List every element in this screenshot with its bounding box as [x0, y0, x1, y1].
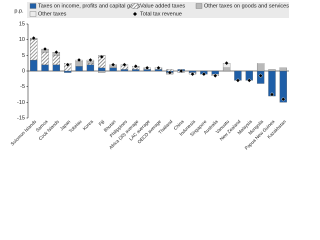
bar-segment [109, 67, 117, 72]
total-marker [133, 64, 139, 69]
legend-label: Total tax revenue [140, 11, 182, 17]
legend-label: Value added taxes [140, 3, 185, 9]
bar-segment [268, 69, 276, 72]
total-marker [110, 62, 116, 68]
total-marker [190, 71, 195, 77]
total-marker [54, 49, 59, 55]
total-marker [42, 46, 48, 52]
total-marker [269, 92, 275, 97]
bar-segment [98, 70, 106, 73]
x-tick-label: Solomon Islands [10, 119, 38, 147]
legend-box [27, 2, 289, 18]
total-marker [156, 65, 161, 71]
bar-segment [256, 64, 265, 72]
total-marker [88, 57, 93, 63]
legend-label: Other taxes on goods and services [204, 3, 289, 9]
y-tick-label: 15 [19, 21, 25, 27]
bar-segment [75, 66, 83, 72]
total-marker [31, 35, 36, 41]
total-marker [122, 62, 127, 68]
y-tick-label: 0 [22, 68, 25, 74]
y-tick-label: 5 [22, 53, 25, 59]
legend-label: Taxes on income, profits and capital gai… [38, 3, 140, 9]
legend-label: Other taxes [38, 11, 67, 17]
total-marker [76, 57, 82, 63]
legend-swatch [195, 3, 203, 9]
bar-segment [64, 70, 72, 73]
total-marker [212, 73, 218, 78]
y-axis-label: p.p. [14, 8, 24, 14]
bar-segment [120, 69, 129, 72]
bar-segment [222, 67, 231, 72]
y-tick-label: -15 [17, 115, 25, 121]
legend-swatch [29, 3, 37, 9]
bar-segment [132, 69, 140, 72]
bar-segment [52, 64, 61, 72]
legend-marker [133, 12, 137, 16]
y-tick-label: 10 [19, 37, 25, 43]
bar-segment [52, 55, 61, 65]
bar-segment [86, 64, 95, 72]
bar-segment [279, 67, 287, 72]
y-tick-label: -10 [17, 100, 25, 106]
total-marker [144, 65, 150, 71]
legend-swatch [131, 3, 139, 9]
x-tick-label: Fiji [98, 119, 106, 127]
total-marker [99, 54, 105, 60]
x-tick-label: Korea [82, 119, 95, 132]
total-marker [65, 62, 71, 68]
total-marker [281, 96, 286, 102]
total-marker [201, 71, 207, 77]
total-marker [167, 70, 173, 75]
bar-segment [30, 59, 38, 72]
x-tick-label: Tokelau [68, 119, 83, 134]
y-tick-label: -5 [20, 84, 25, 90]
total-marker [178, 68, 184, 74]
bar-segment [256, 63, 265, 65]
legend-swatch [29, 11, 37, 17]
total-marker [235, 78, 241, 83]
bar-segment [98, 67, 106, 72]
total-marker [224, 60, 229, 66]
bar-segment [41, 52, 49, 65]
bar-segment [86, 63, 95, 65]
bar-segment [41, 64, 49, 72]
total-marker [258, 73, 263, 78]
bar-segment [30, 39, 38, 61]
total-marker [247, 78, 252, 83]
